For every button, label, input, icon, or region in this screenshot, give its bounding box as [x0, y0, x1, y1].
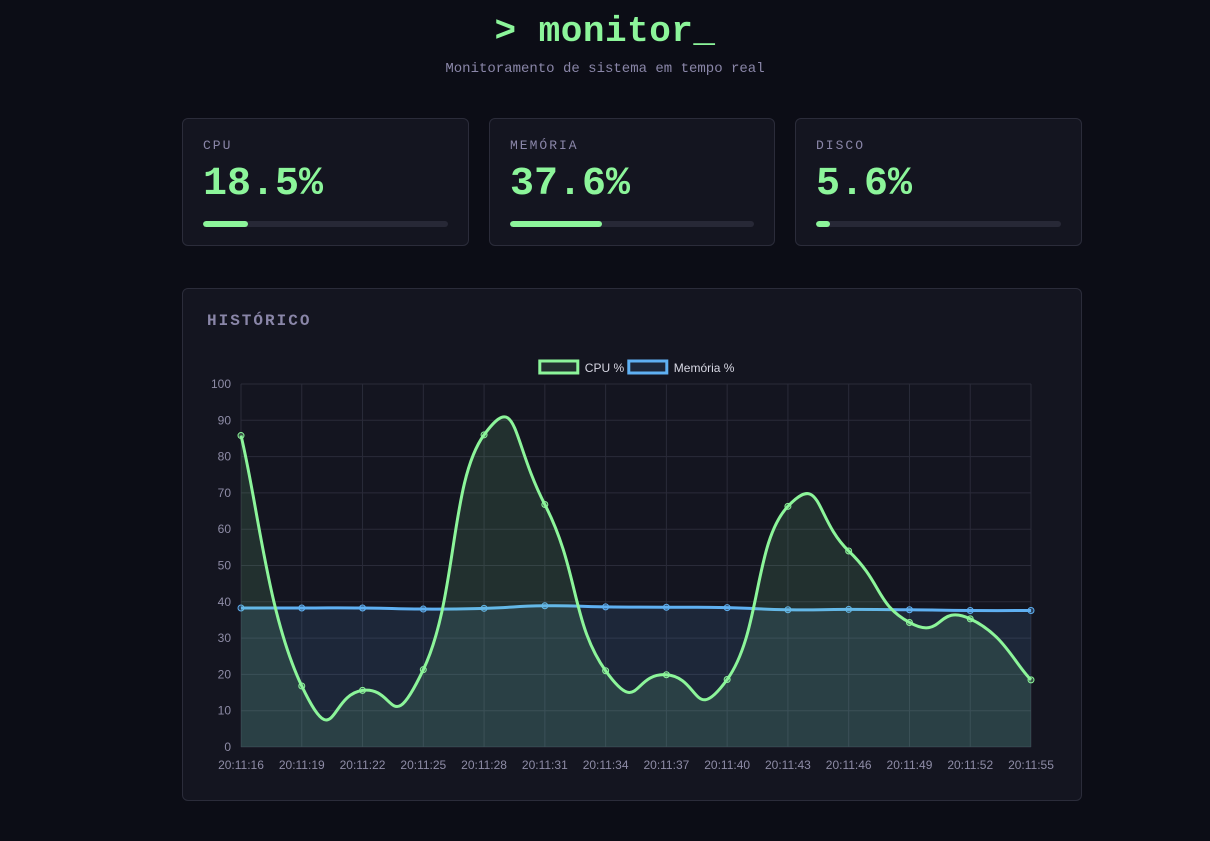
y-tick-label: 40: [218, 595, 232, 609]
data-point: [723, 675, 731, 683]
x-tick-label: 20:11:40: [704, 758, 750, 772]
history-title: HISTÓRICO: [207, 312, 312, 330]
x-tick-label: 20:11:22: [340, 758, 386, 772]
legend-label: Memória %: [674, 361, 735, 375]
data-point: [784, 502, 792, 510]
data-point: [419, 666, 427, 674]
data-point: [480, 604, 488, 612]
y-tick-label: 20: [218, 667, 232, 681]
data-point: [480, 431, 488, 439]
y-tick-label: 0: [224, 740, 231, 754]
data-point: [602, 667, 610, 675]
metric-value: 18.5%: [203, 162, 324, 207]
metric-label: CPU: [203, 138, 233, 153]
page-subtitle: Monitoramento de sistema em tempo real: [445, 61, 765, 77]
x-tick-label: 20:11:28: [461, 758, 507, 772]
progress-track: [816, 221, 1061, 227]
metric-card-memory: MEMÓRIA 37.6%: [489, 118, 775, 246]
x-tick-label: 20:11:16: [218, 758, 264, 772]
data-point: [1027, 607, 1035, 615]
metric-value: 37.6%: [510, 162, 631, 207]
progress-track: [203, 221, 448, 227]
x-tick-label: 20:11:34: [583, 758, 629, 772]
legend-swatch: [627, 359, 669, 375]
data-point: [298, 682, 306, 690]
metric-card-disk: DISCO 5.6%: [795, 118, 1082, 246]
data-point: [237, 432, 245, 440]
data-point: [298, 604, 306, 612]
page-title: > monitor_: [494, 11, 716, 52]
data-point: [845, 605, 853, 613]
y-tick-label: 70: [218, 486, 232, 500]
data-point: [662, 603, 670, 611]
x-tick-label: 20:11:19: [279, 758, 325, 772]
progress-fill: [816, 221, 830, 227]
metric-value: 5.6%: [816, 162, 913, 207]
x-tick-label: 20:11:52: [947, 758, 993, 772]
y-tick-label: 100: [211, 377, 231, 391]
y-tick-label: 80: [218, 450, 232, 464]
x-tick-label: 20:11:55: [1008, 758, 1054, 772]
progress-fill: [203, 221, 249, 227]
series-area: [241, 605, 1031, 747]
series-line: [241, 604, 1032, 613]
metric-label: MEMÓRIA: [510, 138, 579, 153]
x-tick-label: 20:11:37: [643, 758, 689, 772]
data-point: [359, 604, 367, 612]
data-point: [541, 602, 549, 610]
y-tick-label: 60: [218, 522, 232, 536]
data-point: [541, 501, 549, 509]
data-point: [359, 686, 367, 694]
data-point: [237, 604, 245, 612]
data-point: [602, 603, 610, 611]
progress-fill: [510, 221, 602, 227]
data-point: [419, 605, 427, 613]
x-tick-label: 20:11:25: [400, 758, 446, 772]
y-tick-label: 30: [218, 631, 232, 645]
x-tick-label: 20:11:31: [522, 758, 568, 772]
data-point: [662, 671, 670, 679]
series-line: [239, 415, 1033, 722]
data-point: [845, 547, 853, 555]
y-tick-label: 50: [218, 559, 232, 573]
progress-track: [510, 221, 754, 227]
x-tick-label: 20:11:46: [826, 758, 872, 772]
data-point: [905, 618, 913, 626]
y-tick-label: 90: [218, 413, 232, 427]
history-panel: HISTÓRICO 0 10 20 30 40 50 60 70 80 90 100 20:11:16…: [182, 288, 1082, 801]
metric-label: DISCO: [816, 138, 866, 153]
x-tick-label: 20:11:43: [765, 758, 811, 772]
series-area: [241, 416, 1031, 747]
legend-swatch: [538, 359, 580, 375]
x-tick-label: 20:11:49: [887, 758, 933, 772]
data-point: [966, 607, 974, 615]
data-point: [905, 606, 913, 614]
data-point: [784, 606, 792, 614]
data-point: [723, 604, 731, 612]
y-tick-label: 10: [218, 704, 232, 718]
history-chart: 0 10 20 30 40 50 60 70 80 90 100 20:11:16 20:11:19 20…: [211, 359, 1054, 772]
legend-label: CPU %: [585, 361, 625, 375]
metric-card-cpu: CPU 18.5%: [182, 118, 469, 246]
data-point: [1027, 676, 1035, 684]
data-point: [966, 615, 974, 623]
